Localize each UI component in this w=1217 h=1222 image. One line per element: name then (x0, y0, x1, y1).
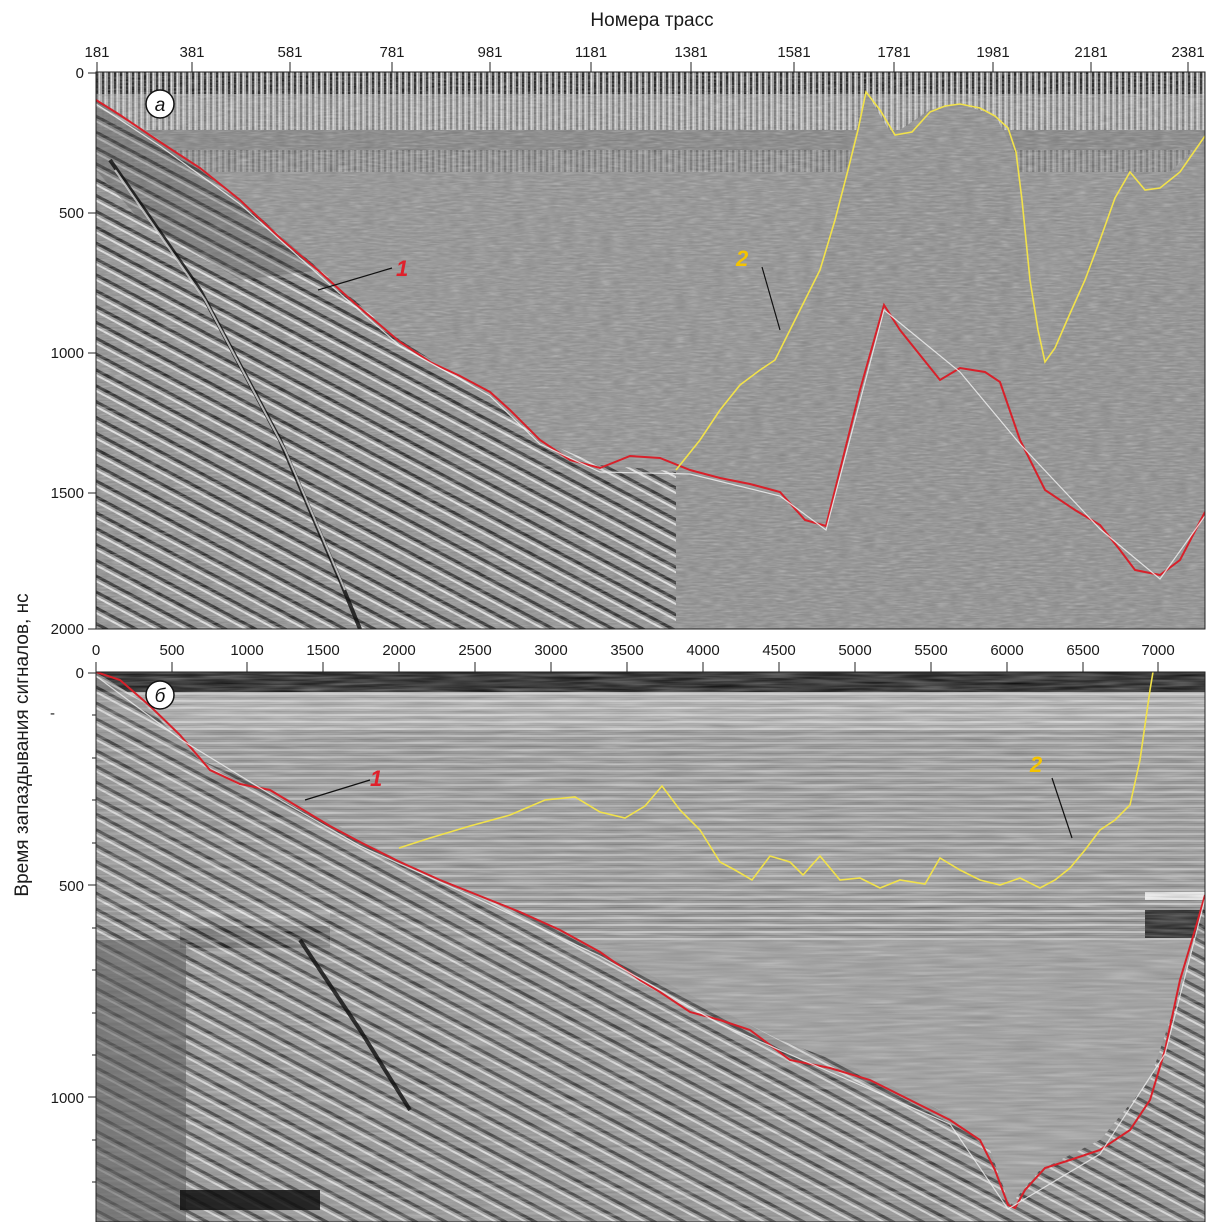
label-2b: 2 (1029, 752, 1043, 777)
bottom-tick-label: 3500 (610, 642, 643, 659)
y-tick-label: 2000 (51, 621, 84, 638)
y-tick-label: 1000 (51, 345, 84, 362)
bottom-tick-label: 4500 (762, 642, 795, 659)
leader-line-1b (304, 779, 371, 801)
top-tick-label: 181 (84, 44, 109, 61)
top-axis-tick-marks (96, 62, 1189, 72)
panel-a-badge (145, 89, 175, 119)
y-tick-label: 1000 (51, 1090, 84, 1107)
leader-line-2b (1051, 777, 1073, 839)
boundary-line-2b (398, 672, 1154, 889)
panel-a-letter: а (155, 95, 166, 116)
boundary-line-1b (96, 672, 1205, 1210)
bottom-tick-label: 6500 (1066, 642, 1099, 659)
bottom-axis-ticks: 0 500 1000 1500 2000 2500 3000 3500 4000… (92, 642, 1175, 659)
top-tick-label: 1581 (777, 44, 810, 61)
top-axis-ticks: 181 381 581 781 981 1181 1381 1581 1781 … (84, 44, 1204, 61)
y-tick-label: 1500 (51, 485, 84, 502)
label-1: 1 (396, 256, 408, 281)
bottom-tick-label: 5000 (838, 642, 871, 659)
bottom-axis-tick-marks (95, 662, 1159, 672)
boundary-line-1 (96, 99, 1205, 577)
bottom-tick-label: 1000 (230, 642, 263, 659)
top-tick-label: 1181 (575, 44, 607, 61)
top-tick-label: 581 (277, 44, 302, 61)
panel-b-badge (145, 680, 175, 710)
leader-line-1 (317, 267, 393, 291)
top-tick-label: 981 (477, 44, 502, 61)
y-axis-title: Время запаздывания сигналов, нс (12, 593, 33, 896)
y-tick-label: 0 (76, 65, 84, 82)
y-tick-label: 500 (59, 878, 84, 895)
bottom-tick-label: 3000 (534, 642, 567, 659)
panel-b: 1 2 б (95, 671, 1206, 1222)
top-tick-label: 381 (179, 44, 204, 61)
boundary-line-2 (675, 90, 1205, 471)
top-tick-label: 1981 (976, 44, 1009, 61)
panel-b-letter: б (155, 686, 167, 707)
y-tick-label: 500 (59, 205, 84, 222)
top-tick-label: 2381 (1171, 44, 1204, 61)
bottom-tick-label: 0 (92, 642, 100, 659)
panel-a-y-axis: 0 500 1000 1500 2000 (51, 65, 96, 638)
top-tick-label: 1381 (674, 44, 707, 61)
panel-a: 1 2 а (95, 71, 1206, 630)
top-axis-title: Номера трасс (590, 10, 713, 31)
y-tick-label: - (50, 705, 55, 722)
top-tick-label: 781 (379, 44, 404, 61)
leader-line-2 (761, 266, 781, 331)
label-2: 2 (735, 246, 749, 271)
bottom-tick-label: 6000 (990, 642, 1023, 659)
top-tick-label: 1781 (877, 44, 910, 61)
bottom-tick-label: 1500 (306, 642, 339, 659)
bottom-tick-label: 4000 (686, 642, 719, 659)
bottom-tick-label: 2000 (382, 642, 415, 659)
top-tick-label: 2181 (1074, 44, 1107, 61)
bottom-tick-label: 500 (159, 642, 184, 659)
bottom-tick-label: 2500 (458, 642, 491, 659)
bottom-tick-label: 5500 (914, 642, 947, 659)
y-tick-label: 0 (76, 665, 84, 682)
bottom-tick-label: 7000 (1141, 642, 1174, 659)
label-1b: 1 (370, 766, 382, 791)
panel-b-y-axis: 0 - 500 1000 (50, 665, 96, 1183)
